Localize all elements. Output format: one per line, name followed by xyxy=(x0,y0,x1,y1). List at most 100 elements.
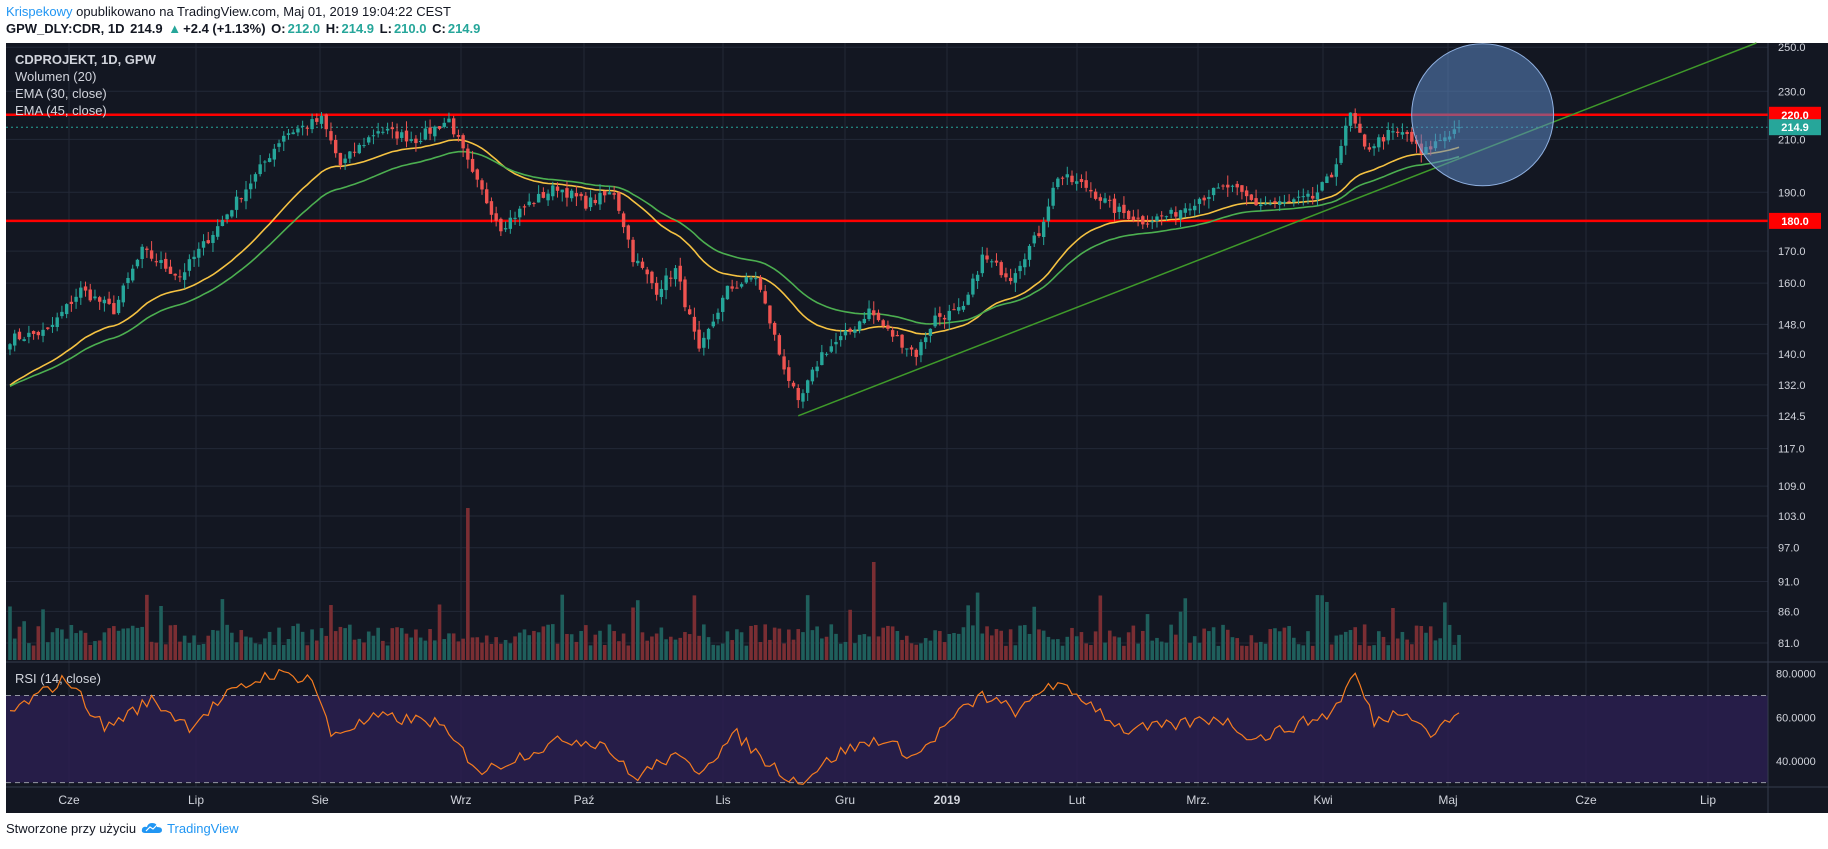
volume-bar-234 xyxy=(1112,636,1117,660)
candle-169 xyxy=(805,379,810,401)
legend-rsi: RSI (14, close) xyxy=(15,671,101,686)
volume-bar-254 xyxy=(1207,631,1211,660)
legend-ema45: EMA (45, close) xyxy=(15,103,107,118)
candle-body-216 xyxy=(1027,245,1032,260)
candle-3 xyxy=(22,336,26,342)
candle-body-241 xyxy=(1145,223,1150,225)
candle-body-51 xyxy=(249,183,253,190)
volume-bar-95 xyxy=(456,641,461,660)
volume-bar-247 xyxy=(1174,634,1178,660)
candle-body-154 xyxy=(735,287,739,289)
candle-body-50 xyxy=(244,189,248,202)
candle-body-253 xyxy=(1202,197,1206,201)
volume-bar-185 xyxy=(881,627,885,660)
candle-48 xyxy=(234,190,239,218)
candle-body-85 xyxy=(409,139,413,141)
candle-body-187 xyxy=(890,330,895,337)
volume-bar-144 xyxy=(687,634,692,660)
time-tick-label-8: Lut xyxy=(1069,793,1086,807)
candle-168 xyxy=(801,389,805,409)
volume-bar-106 xyxy=(508,643,513,660)
candle-114 xyxy=(546,189,550,206)
volume-bar-155 xyxy=(739,632,744,660)
price-tick-label-15: 86.0 xyxy=(1778,606,1799,618)
volume-bar-232 xyxy=(1103,642,1107,660)
volume-bar-137 xyxy=(654,633,659,660)
candle-body-276 xyxy=(1311,195,1315,199)
candle-body-17 xyxy=(88,289,92,301)
candle-176 xyxy=(839,329,843,347)
candle-body-159 xyxy=(758,277,763,290)
candle-body-46 xyxy=(225,214,229,220)
volume-bar-123 xyxy=(588,645,593,660)
volume-bar-297 xyxy=(1410,644,1414,660)
candle-277 xyxy=(1315,184,1320,207)
candle-body-224 xyxy=(1065,174,1069,178)
candle-body-56 xyxy=(272,148,277,160)
ema45-line xyxy=(9,150,1460,388)
level-price-tag-0-bg xyxy=(1769,106,1821,123)
volume-bar-159 xyxy=(758,642,763,660)
volume-bar-304 xyxy=(1443,602,1447,660)
volume-bar-252 xyxy=(1197,642,1202,660)
candle-body-61 xyxy=(296,128,300,133)
trendline xyxy=(797,42,1757,417)
volume-bar-65 xyxy=(315,640,319,660)
candle-body-197 xyxy=(938,313,942,317)
candle-17 xyxy=(88,283,92,303)
last-price-tag-bg xyxy=(1769,119,1821,136)
highlight-circle[interactable] xyxy=(1411,43,1555,187)
trend-line[interactable] xyxy=(797,42,1757,417)
volume-bar-37 xyxy=(182,635,187,660)
legend-title: CDPROJEKT, 1D, GPW xyxy=(15,52,157,67)
volume-bar-116 xyxy=(555,643,560,660)
candle-148 xyxy=(706,327,711,349)
author-link[interactable]: Krispekowy xyxy=(6,4,73,19)
candle-161 xyxy=(768,305,772,329)
volume-bar-187 xyxy=(890,626,895,660)
volume-bar-46 xyxy=(225,624,229,660)
volume-bar-148 xyxy=(706,637,711,660)
candle-body-99 xyxy=(475,169,479,180)
price-change: +2.4 (+1.13%) xyxy=(183,21,266,36)
volume-bar-71 xyxy=(343,628,347,660)
candle-body-281 xyxy=(1334,164,1339,177)
candle-116 xyxy=(555,182,560,198)
candle-150 xyxy=(716,308,720,324)
candle-278 xyxy=(1320,181,1324,192)
candle-44 xyxy=(215,219,220,240)
volume-bar-208 xyxy=(989,635,994,660)
candle-body-175 xyxy=(834,341,838,345)
volume-bar-303 xyxy=(1438,638,1442,660)
volume-bar-256 xyxy=(1216,645,1221,660)
candle-body-186 xyxy=(886,325,890,329)
candle-56 xyxy=(272,144,277,167)
candle-76 xyxy=(367,135,371,146)
volume-bar-133 xyxy=(635,600,640,660)
candle-153 xyxy=(730,279,734,292)
candle-110 xyxy=(527,193,531,207)
price-tick-label-7: 140.0 xyxy=(1778,349,1806,361)
volume-bar-306 xyxy=(1452,644,1457,660)
volume-bar-264 xyxy=(1254,642,1258,660)
tradingview-link[interactable]: TradingView xyxy=(167,821,239,836)
candle-body-57 xyxy=(277,143,281,147)
volume-bar-184 xyxy=(876,636,881,660)
candle-body-200 xyxy=(952,309,956,311)
candle-body-247 xyxy=(1174,212,1178,217)
candle-body-213 xyxy=(1013,273,1018,283)
volume-bar-140 xyxy=(669,636,673,660)
volume-bar-101 xyxy=(484,635,489,660)
volume-bar-285 xyxy=(1353,627,1357,660)
candle-32 xyxy=(159,251,163,269)
candle-129 xyxy=(617,191,621,214)
volume-bar-169 xyxy=(805,595,810,660)
low-label: L: xyxy=(379,21,392,36)
candle-215 xyxy=(1023,253,1027,276)
candle-body-163 xyxy=(777,335,782,355)
candle-84 xyxy=(404,121,409,148)
volume-bar-299 xyxy=(1419,626,1424,660)
candle-body-293 xyxy=(1391,131,1395,133)
candle-140 xyxy=(669,270,673,287)
